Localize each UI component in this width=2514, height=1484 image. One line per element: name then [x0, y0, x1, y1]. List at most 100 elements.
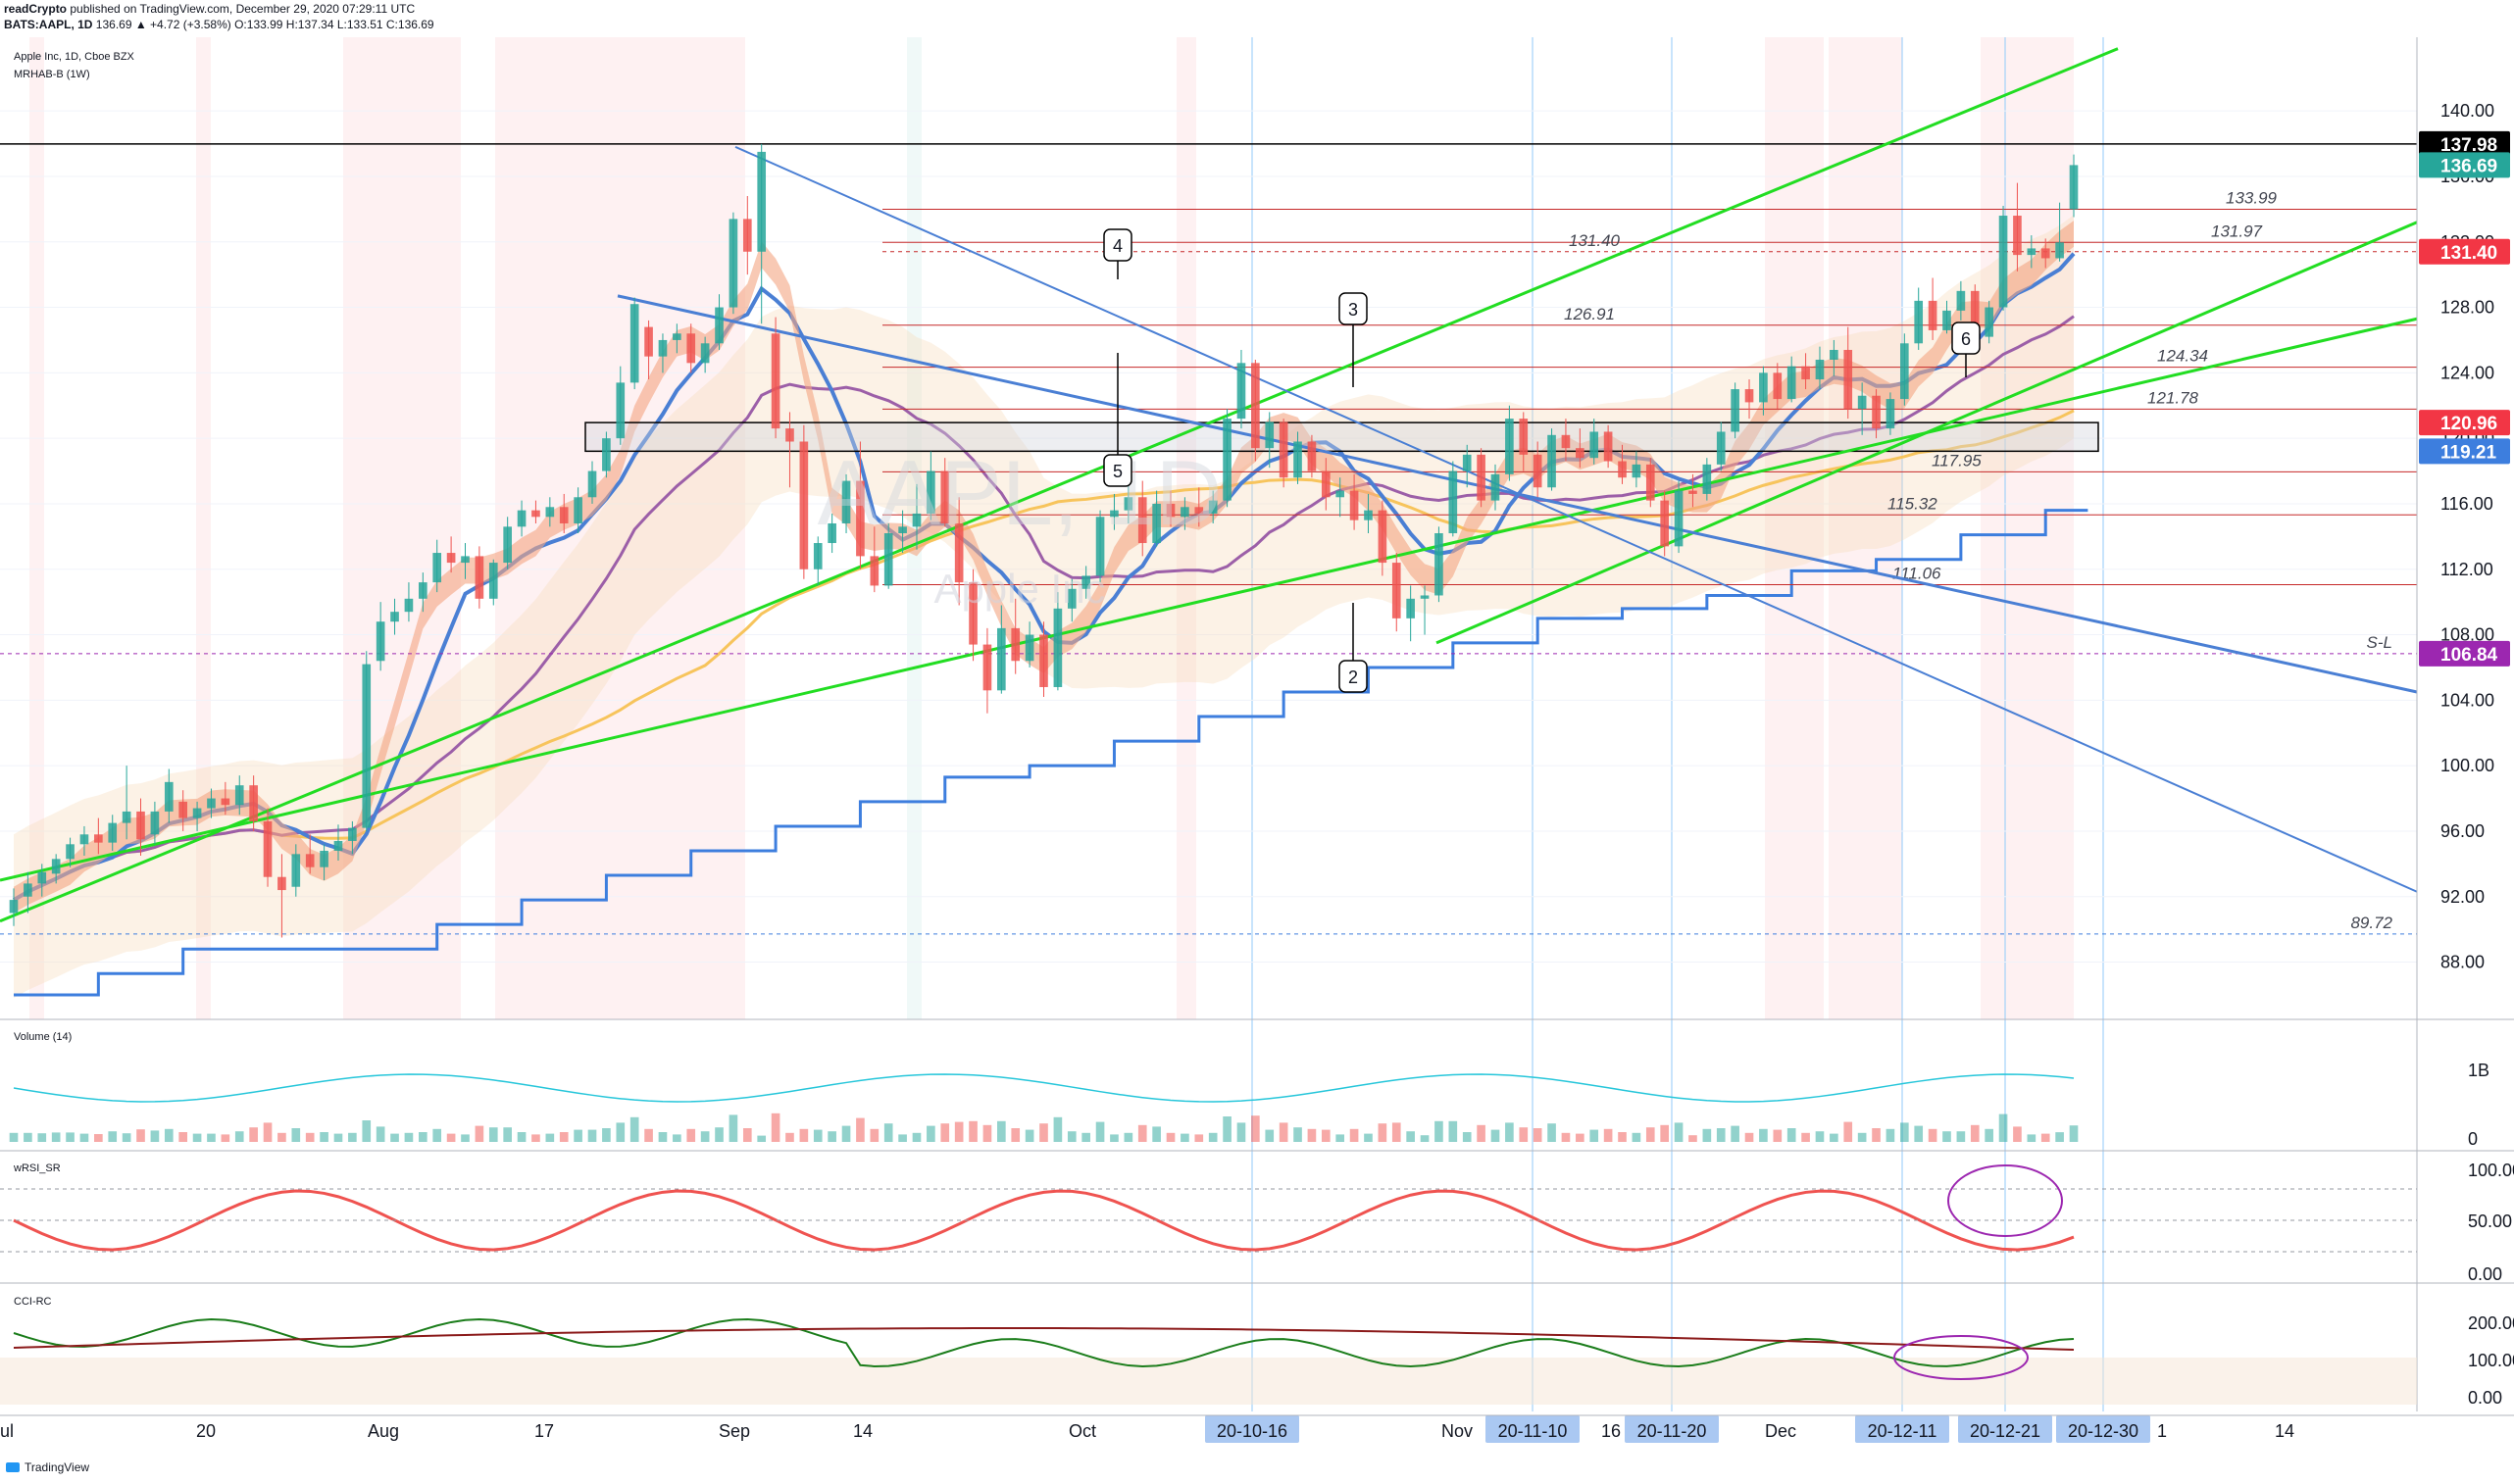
candle[interactable] [799, 424, 809, 579]
candle[interactable] [291, 844, 301, 897]
candle[interactable] [1081, 566, 1090, 599]
candle[interactable] [828, 513, 836, 554]
candle[interactable] [2013, 182, 2022, 272]
candle[interactable] [587, 461, 597, 504]
candle[interactable] [757, 143, 767, 324]
candle[interactable] [1519, 412, 1529, 471]
author-name[interactable]: readCrypto [4, 2, 68, 16]
candle[interactable] [333, 824, 343, 862]
candle[interactable] [771, 317, 780, 439]
candle[interactable] [2027, 235, 2036, 269]
candle[interactable] [954, 497, 964, 606]
candle[interactable] [1095, 510, 1105, 583]
candle[interactable] [574, 487, 582, 534]
candle[interactable] [1223, 409, 1232, 508]
candle[interactable] [488, 559, 498, 606]
candle[interactable] [715, 294, 724, 350]
candle[interactable] [729, 212, 738, 315]
candle[interactable] [24, 871, 32, 914]
candle[interactable] [1364, 493, 1373, 534]
candle[interactable] [79, 825, 89, 856]
candle[interactable] [1194, 487, 1204, 527]
candle[interactable] [461, 543, 470, 579]
candle[interactable] [1378, 500, 1387, 576]
candle[interactable] [1914, 287, 1924, 350]
candle[interactable] [1124, 480, 1133, 523]
candle[interactable] [686, 323, 696, 373]
candle[interactable] [2069, 154, 2079, 218]
candle[interactable] [503, 517, 512, 569]
candle[interactable] [982, 627, 992, 714]
candle[interactable] [1391, 553, 1401, 632]
candle[interactable] [1815, 346, 1825, 390]
candle[interactable] [517, 500, 527, 537]
candle[interactable] [376, 602, 385, 671]
candle[interactable] [150, 801, 160, 845]
tradingview-brand[interactable]: TradingView [6, 1460, 89, 1474]
candle[interactable] [1251, 359, 1260, 462]
candle[interactable] [1462, 444, 1472, 488]
candle[interactable] [1166, 490, 1176, 527]
candle[interactable] [927, 451, 935, 520]
candle[interactable] [1731, 382, 1739, 439]
candle[interactable] [1857, 382, 1867, 435]
candle[interactable] [1956, 280, 1966, 321]
candle[interactable] [1985, 300, 1993, 344]
candle[interactable] [1420, 585, 1430, 635]
candle[interactable] [1702, 458, 1712, 501]
candle[interactable] [9, 888, 19, 926]
candle[interactable] [446, 536, 456, 573]
date-highlight[interactable] [2056, 1415, 2150, 1443]
candle[interactable] [1786, 356, 1796, 403]
candle[interactable] [700, 336, 710, 373]
candle[interactable] [66, 837, 75, 867]
candle[interactable] [1660, 490, 1669, 557]
candle[interactable] [1645, 458, 1655, 508]
candle[interactable] [1773, 363, 1783, 410]
candle[interactable] [136, 798, 145, 856]
candle[interactable] [1137, 480, 1147, 557]
candle[interactable] [1053, 592, 1063, 691]
candle[interactable] [207, 788, 216, 818]
candle[interactable] [362, 651, 372, 831]
candle[interactable] [602, 431, 611, 478]
candle[interactable] [1942, 300, 1951, 334]
candle[interactable] [263, 808, 273, 887]
candle[interactable] [51, 854, 61, 884]
candle[interactable] [673, 323, 681, 354]
candle[interactable] [912, 483, 922, 550]
candle[interactable] [1208, 490, 1218, 523]
candle[interactable] [1801, 353, 1810, 390]
candle[interactable] [1716, 421, 1726, 471]
candle[interactable] [940, 458, 950, 527]
candle[interactable] [234, 775, 244, 816]
candle[interactable] [1561, 419, 1571, 462]
candle[interactable] [94, 817, 103, 855]
candle[interactable] [785, 412, 794, 488]
candle[interactable] [658, 333, 668, 373]
candle[interactable] [870, 526, 880, 593]
candle[interactable] [531, 500, 540, 523]
candle[interactable] [1886, 392, 1895, 435]
candle[interactable] [1349, 473, 1359, 530]
candle[interactable] [1321, 458, 1331, 511]
candle[interactable] [1434, 526, 1443, 603]
candle[interactable] [1293, 431, 1302, 484]
candle[interactable] [1152, 490, 1161, 547]
candle[interactable] [1830, 339, 1838, 376]
candle[interactable] [305, 834, 315, 874]
candle[interactable] [813, 536, 823, 586]
candle[interactable] [178, 790, 188, 831]
candle[interactable] [1236, 349, 1246, 429]
candle[interactable] [1406, 585, 1415, 642]
candle[interactable] [1067, 578, 1077, 622]
candle[interactable] [742, 195, 752, 275]
candle[interactable] [419, 572, 427, 613]
candle[interactable] [1547, 428, 1556, 491]
candle[interactable] [856, 441, 865, 569]
candle[interactable] [1899, 333, 1909, 406]
candle[interactable] [1998, 206, 2008, 311]
candle[interactable] [221, 781, 230, 816]
candle[interactable] [348, 820, 357, 855]
candle[interactable] [108, 815, 118, 851]
